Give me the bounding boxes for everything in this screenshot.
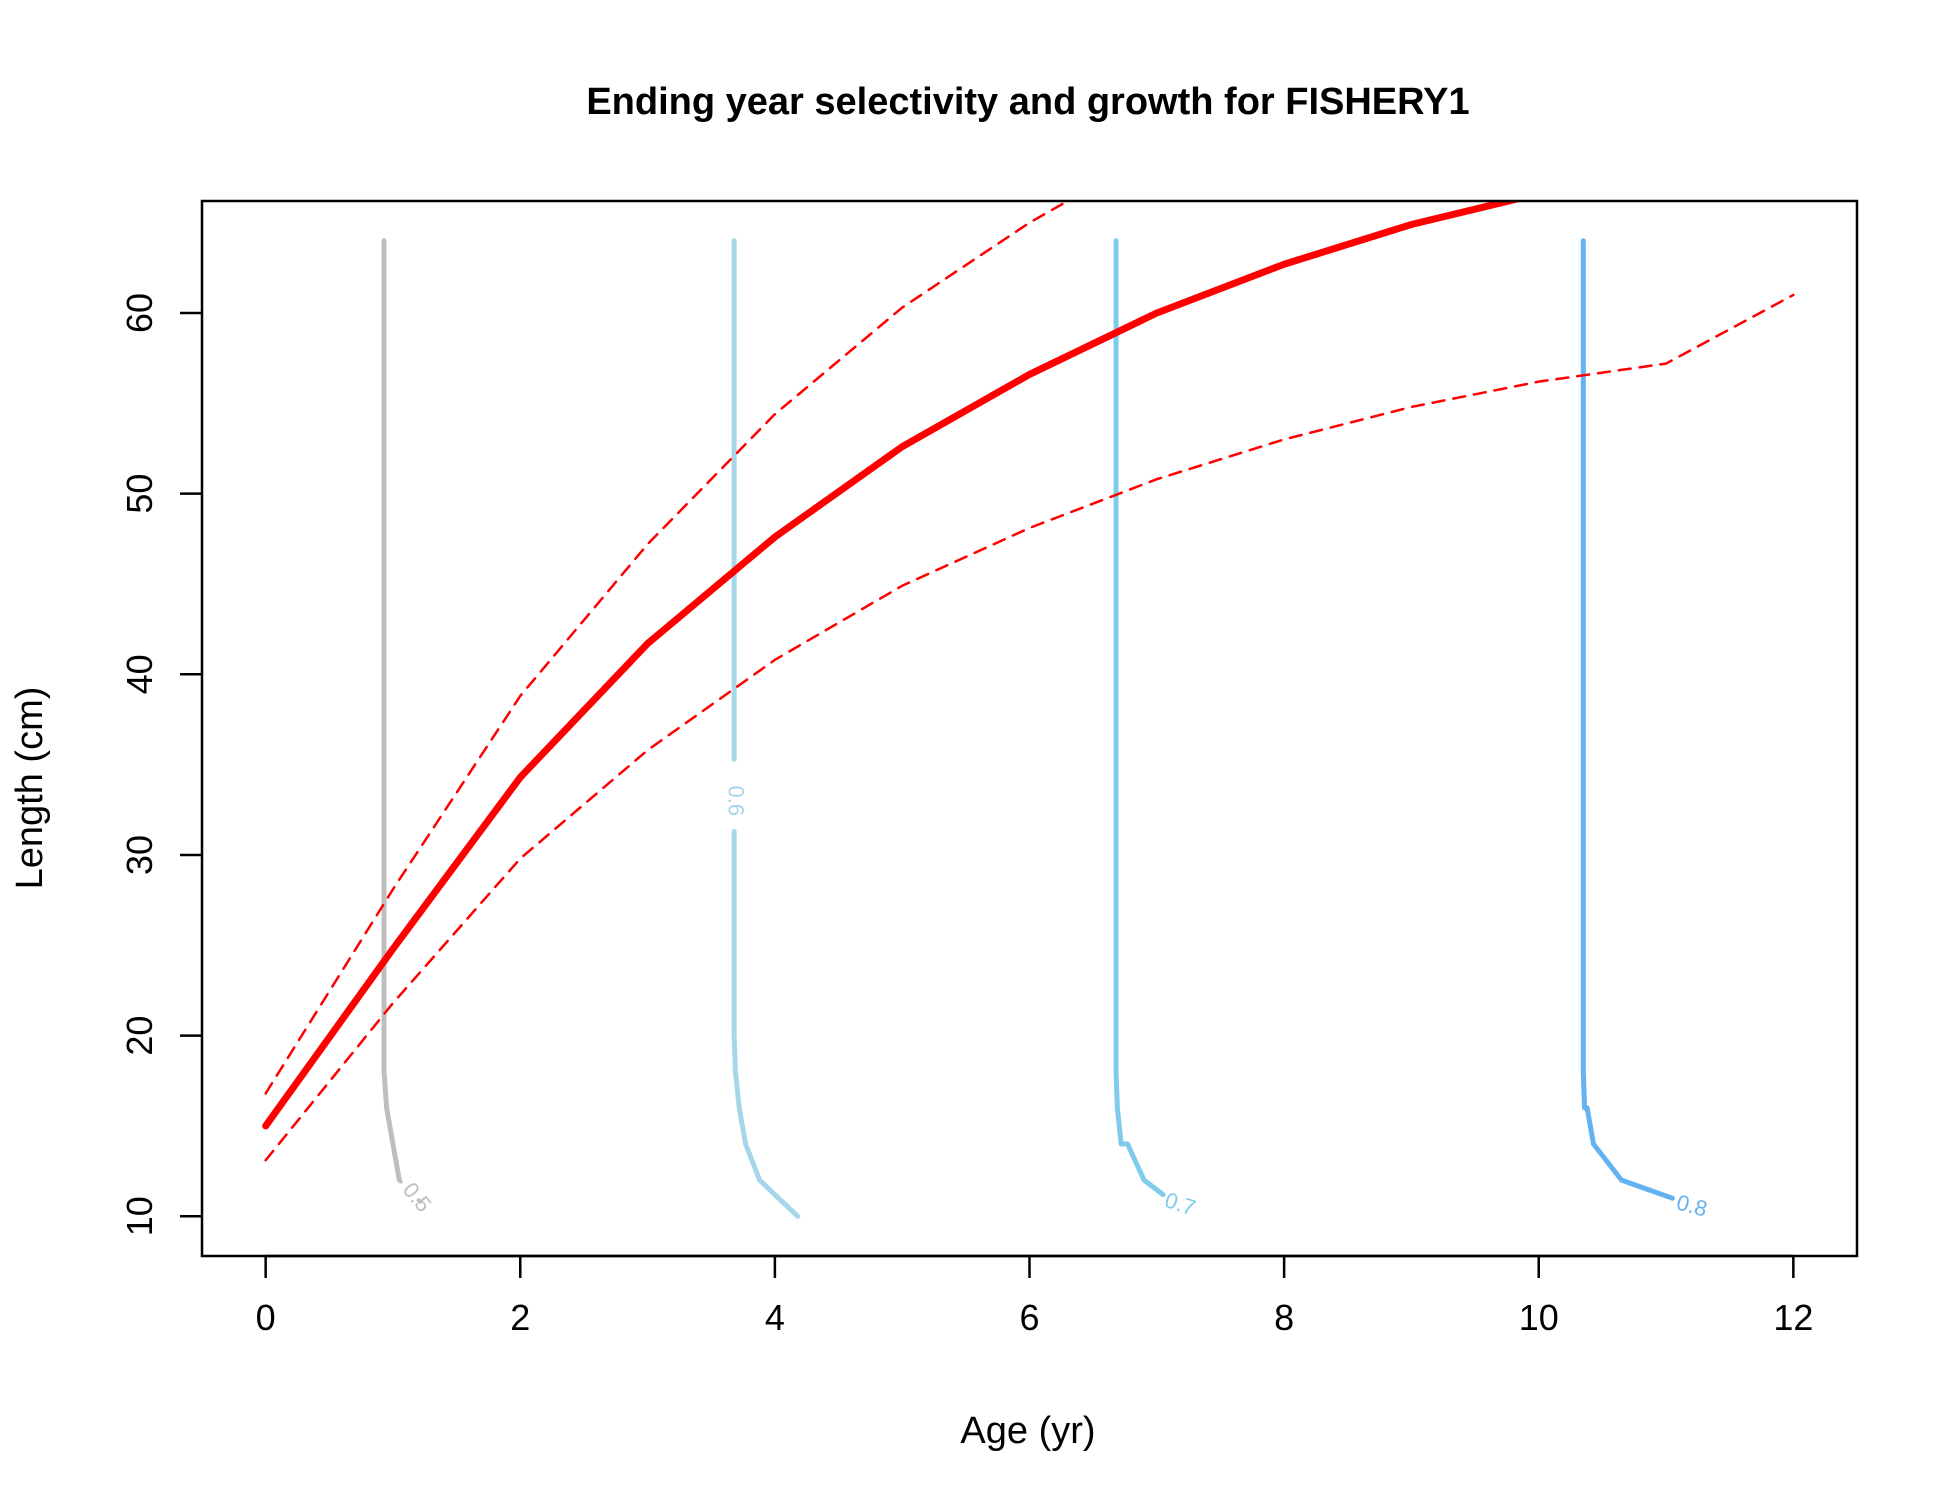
x-tick-label: 6	[1019, 1297, 1039, 1338]
contour-label-0-6: 0.6	[723, 785, 748, 816]
plot-area: 0.5 0.6 0.7 0.8	[262, 201, 1795, 1222]
series-line-upper-interval	[264, 201, 1071, 1095]
series-line-lower-interval	[264, 293, 1795, 1162]
plot-frame	[200, 199, 1859, 1258]
plot-content: 0.5 0.6 0.7 0.8	[262, 201, 1795, 1222]
chart-title: Ending year selectivity and growth for F…	[586, 81, 1469, 123]
contour-label-0-8: 0.8	[1674, 1190, 1710, 1222]
series-line-mean-growth	[262, 201, 1524, 1130]
x-tick-label: 0	[256, 1297, 276, 1338]
y-axis-label: Length (cm)	[9, 687, 51, 890]
x-tick-label: 4	[765, 1297, 785, 1338]
x-tick-label: 2	[510, 1297, 530, 1338]
contour-label-0-7: 0.7	[1162, 1187, 1199, 1220]
x-axis-label: Age (yr)	[960, 1410, 1095, 1452]
y-tick-label: 60	[119, 293, 160, 333]
contour-line-0-8	[1580, 238, 1675, 1201]
x-tick-label: 8	[1274, 1297, 1294, 1338]
contour-line-0-7	[1113, 238, 1166, 1198]
contour-label-0-5: 0.5	[398, 1177, 437, 1217]
axes: 0 2 4 6 8 10 12 10 20 30 40 50 60	[119, 199, 1859, 1338]
y-tick-label: 40	[119, 654, 160, 694]
y-tick-label: 20	[119, 1016, 160, 1056]
contour-line-0-6-seg1	[731, 828, 801, 1219]
y-tick-label: 10	[119, 1196, 160, 1236]
y-tick-label: 30	[119, 835, 160, 875]
x-tick-label: 12	[1773, 1297, 1813, 1338]
x-tick-label: 10	[1519, 1297, 1559, 1338]
y-tick-label: 50	[119, 474, 160, 514]
contour-line-0-5	[381, 238, 402, 1183]
